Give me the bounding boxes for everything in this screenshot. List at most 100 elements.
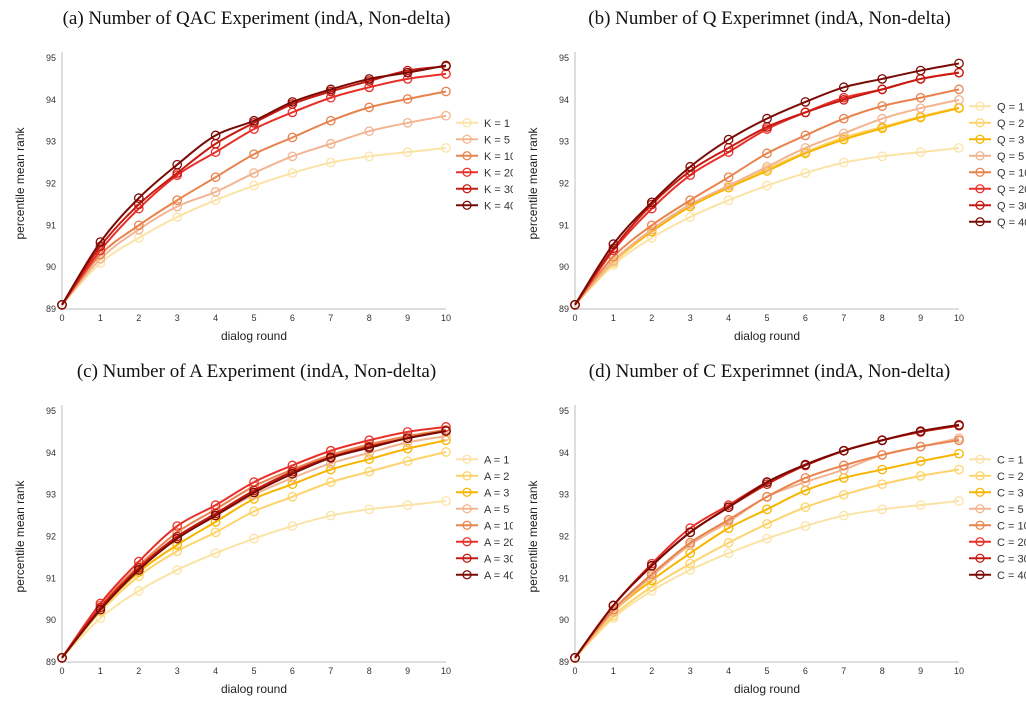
x-tick-label: 5 [251,313,256,323]
data-point [441,426,451,436]
series-line [61,146,447,306]
x-tick-label: 2 [136,313,141,323]
y-tick-label: 95 [46,406,56,416]
legend-entry: Q = 3 [997,134,1024,146]
y-tick-label: 94 [46,448,56,458]
x-tick-label: 1 [98,313,103,323]
legend-marker [975,184,985,194]
legend-marker [462,570,472,580]
data-point [915,456,926,467]
x-tick-label: 5 [764,313,769,323]
legend-entry: A = 20 [484,537,513,549]
legend-marker [462,184,472,194]
legend-entry: K = 1 [484,118,510,130]
series-line [574,452,960,659]
data-point [364,466,375,477]
data-point [402,67,413,78]
data-point [838,445,849,456]
legend-marker [975,118,985,128]
legend-marker [975,134,985,144]
data-point [325,510,336,521]
data-point [838,113,849,124]
x-tick-label: 10 [441,313,451,323]
data-point [685,537,696,548]
series-line [61,90,447,306]
data-point [441,447,451,457]
y-tick-label: 91 [559,573,569,583]
legend-entry: Q = 30 [997,200,1026,212]
x-tick-label: 9 [918,313,923,323]
data-point [172,521,183,531]
chart-title: (d) Number of C Experimnet (indA, Non-de… [588,361,951,382]
x-tick-label: 10 [441,666,451,676]
data-point [287,491,298,502]
data-point [762,113,772,124]
data-point [723,134,734,145]
data-point [441,86,451,97]
data-point [172,565,183,575]
x-tick-label: 2 [649,313,654,323]
series-line [61,451,447,659]
legend-marker [462,553,472,563]
x-tick-label: 7 [328,313,333,323]
data-point [402,94,413,104]
series-line [574,423,960,659]
y-tick-label: 89 [559,304,569,314]
data-point [364,126,375,137]
data-point [325,477,336,487]
data-point [838,510,849,521]
data-point [762,161,772,172]
x-tick-label: 0 [59,666,64,676]
x-tick-label: 1 [611,313,616,323]
data-point [838,157,849,168]
series-line [574,107,960,306]
legend-entry: A = 5 [484,504,509,516]
legend-entry: K = 10 [484,151,513,163]
data-point [364,504,375,515]
y-tick-label: 91 [46,220,56,230]
data-point [249,168,259,178]
data-point [877,504,888,515]
x-tick-label: 5 [764,666,769,676]
data-point [877,74,888,84]
x-tick-label: 3 [688,313,693,323]
x-tick-label: 6 [803,666,808,676]
chart-title: (c) Number of A Experiment (indA, Non-de… [76,361,437,382]
data-point [800,143,811,153]
data-point [877,464,888,475]
data-point [287,151,298,162]
data-point [954,435,964,446]
legend-marker [975,553,985,563]
data-point [57,299,67,310]
legend-entry: K = 40 [484,200,513,212]
y-tick-label: 95 [559,406,569,416]
data-point [915,103,926,114]
legend-entry: Q = 20 [997,184,1026,196]
y-tick-label: 95 [559,53,569,63]
data-point [608,239,619,250]
data-point [915,426,926,436]
data-point [402,427,413,437]
data-point [172,212,183,222]
data-point [364,102,375,113]
legend-entry: C = 40 [997,570,1026,582]
data-point [685,195,696,206]
data-point [877,479,888,490]
y-tick-label: 94 [46,95,56,105]
data-point [762,477,772,487]
data-point [723,172,734,183]
y-tick-label: 92 [46,532,56,542]
x-tick-label: 8 [367,666,372,676]
data-point [325,453,336,463]
y-axis-label: percentile mean rank [526,126,540,239]
series-line [574,71,960,306]
legend-marker [462,471,472,481]
series-line [574,106,960,306]
data-point [570,299,580,310]
data-point [685,161,696,172]
data-point [954,84,964,95]
legend-entry: K = 5 [484,134,510,146]
data-point [287,521,298,531]
series-line [61,435,447,659]
